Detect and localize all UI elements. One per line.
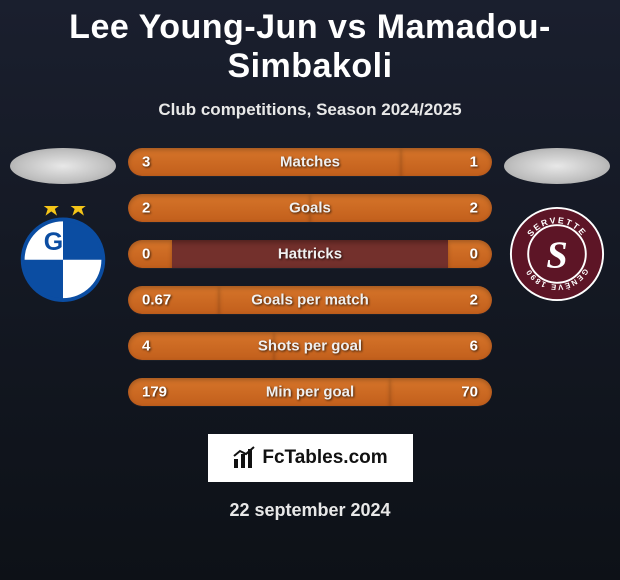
- stat-label: Goals: [289, 200, 331, 217]
- servette-logo-icon: SERVETTE GENÈVE 1890 S: [509, 206, 605, 302]
- stat-row: 0.67 2 Goals per match: [128, 286, 492, 314]
- right-player-column: SERVETTE GENÈVE 1890 S: [502, 148, 612, 302]
- stat-row: 3 1 Matches: [128, 148, 492, 176]
- stat-label: Shots per goal: [258, 338, 362, 355]
- bar-left-fill: [128, 194, 310, 222]
- left-player-column: ★ ★ G C: [8, 148, 118, 302]
- stat-value-right: 0: [470, 246, 478, 263]
- stat-row: 4 6 Shots per goal: [128, 332, 492, 360]
- stat-value-left: 0.67: [142, 292, 171, 309]
- stat-label: Matches: [280, 154, 340, 171]
- svg-text:C: C: [65, 261, 83, 289]
- stat-value-right: 70: [461, 384, 478, 401]
- left-club-logo: ★ ★ G C: [15, 206, 111, 302]
- stat-value-right: 2: [470, 292, 478, 309]
- stat-value-left: 179: [142, 384, 167, 401]
- footer-date: 22 september 2024: [0, 500, 620, 521]
- stat-label: Hattricks: [278, 246, 342, 263]
- svg-text:G: G: [44, 228, 63, 256]
- stat-value-right: 6: [470, 338, 478, 355]
- stat-value-right: 1: [470, 154, 478, 171]
- grasshopper-logo-icon: ★ ★ G C: [15, 206, 111, 302]
- stat-row: 0 0 Hattricks: [128, 240, 492, 268]
- chart-icon: [232, 446, 256, 470]
- bar-left-fill: [128, 148, 401, 176]
- brand-text: FcTables.com: [262, 447, 387, 469]
- stats-bars: 3 1 Matches 2 2 Goals 0 0 Hattricks 0.67 2 Goals pe…: [128, 148, 492, 406]
- svg-text:★: ★: [69, 206, 88, 220]
- stat-value-left: 3: [142, 154, 150, 171]
- stat-value-right: 2: [470, 200, 478, 217]
- stat-row: 179 70 Min per goal: [128, 378, 492, 406]
- page-subtitle: Club competitions, Season 2024/2025: [0, 100, 620, 120]
- stat-label: Min per goal: [266, 384, 354, 401]
- right-player-silhouette: [504, 148, 610, 184]
- left-player-silhouette: [10, 148, 116, 184]
- page-title: Lee Young-Jun vs Mamadou-Simbakoli: [0, 0, 620, 86]
- right-club-logo: SERVETTE GENÈVE 1890 S: [509, 206, 605, 302]
- svg-text:★: ★: [42, 206, 61, 220]
- stat-value-left: 0: [142, 246, 150, 263]
- bar-right-fill: [310, 194, 492, 222]
- stat-value-left: 4: [142, 338, 150, 355]
- brand-badge: FcTables.com: [208, 434, 413, 482]
- stat-label: Goals per match: [251, 292, 369, 309]
- bar-right-fill: [401, 148, 492, 176]
- svg-text:S: S: [546, 234, 567, 276]
- stat-row: 2 2 Goals: [128, 194, 492, 222]
- stat-value-left: 2: [142, 200, 150, 217]
- comparison-layout: ★ ★ G C 3 1 Matches 2 2 Goals 0 0 Hattricks 0.67 2…: [0, 148, 620, 406]
